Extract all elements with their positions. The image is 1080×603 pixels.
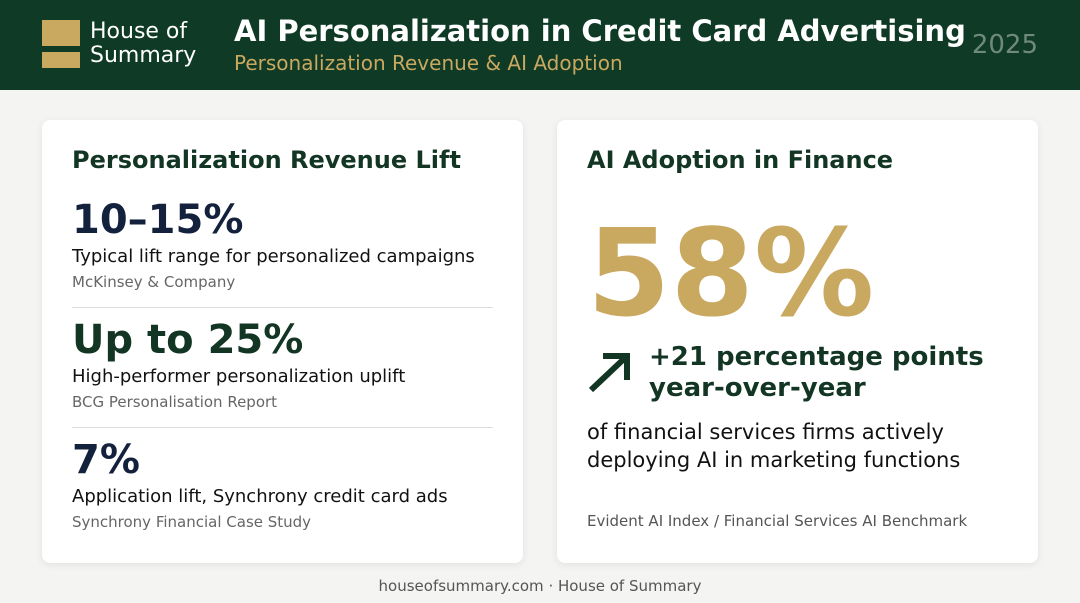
header: House of Summary AI Personalization in Cr… — [0, 0, 1080, 90]
big-value: 58% — [587, 205, 875, 344]
card-title: AI Adoption in Finance — [587, 146, 894, 174]
stat-source: BCG Personalisation Report — [72, 393, 278, 411]
stat-label: Typical lift range for personalized camp… — [72, 246, 475, 267]
arrow-icon — [588, 353, 630, 393]
change-line: year-over-year — [649, 373, 866, 403]
stat-source: Synchrony Financial Case Study — [72, 513, 312, 531]
divider — [72, 427, 493, 428]
logo — [42, 52, 80, 68]
logo — [42, 20, 80, 46]
description-line: deploying AI in marketing functions — [587, 448, 961, 472]
description: of financial services firms actively depl… — [587, 418, 960, 474]
brand-line: House of — [90, 19, 188, 44]
stat: 10–15% Typical lift range for personalize… — [72, 198, 492, 291]
stat-label: Application lift, Synchrony credit card … — [72, 486, 448, 507]
brand-line: Summary — [90, 43, 197, 68]
right-card: AI Adoption in Finance 58% +21 percentag… — [557, 120, 1038, 563]
stat: Up to 25% High-performer personalization … — [72, 318, 492, 411]
stat-value: Up to 25% — [72, 317, 304, 363]
subtitle: Personalization Revenue & AI Adoption — [234, 51, 623, 75]
footer: houseofsummary.com · House of Summary — [378, 577, 702, 595]
stat-source: McKinsey & Company — [72, 273, 236, 291]
source: Evident AI Index / Financial Services AI… — [587, 512, 968, 530]
stat-value: 7% — [72, 437, 140, 483]
card-title: Personalization Revenue Lift — [72, 146, 461, 174]
year: 2025 — [971, 30, 1038, 60]
change-line: +21 percentage points — [649, 342, 984, 372]
divider — [72, 307, 493, 308]
change: +21 percentage points year-over-year — [649, 342, 984, 404]
description-line: of financial services firms actively — [587, 420, 944, 444]
left-card: Personalization Revenue Lift 10–15% Typic… — [42, 120, 523, 563]
stat-value: 10–15% — [72, 197, 244, 243]
stat-label: High-performer personalization uplift — [72, 366, 406, 387]
title: AI Personalization in Credit Card Advert… — [234, 14, 966, 48]
brand: House of Summary — [90, 20, 196, 68]
stat: 7% Application lift, Synchrony credit car… — [72, 438, 492, 531]
